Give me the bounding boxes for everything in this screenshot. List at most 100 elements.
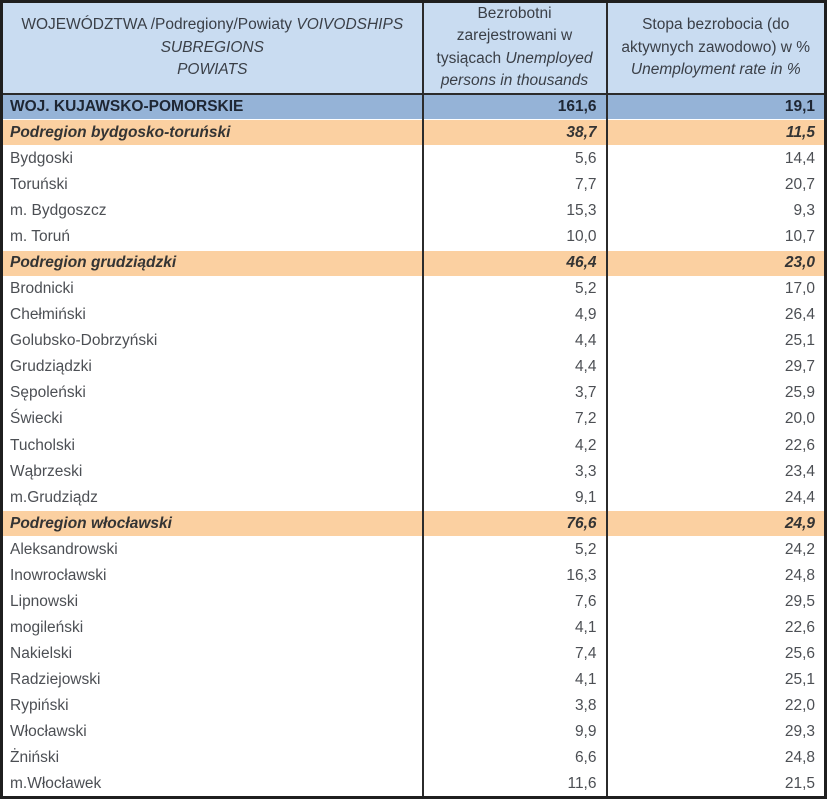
rate-value-cell: 23,4 bbox=[605, 458, 827, 485]
region-name-cell: Żniński bbox=[0, 744, 424, 772]
table-row: Aleksandrowski 5,2 24,2 bbox=[0, 536, 827, 563]
table-row: Chełmiński 4,9 26,4 bbox=[0, 301, 827, 329]
region-name-cell: Nakielski bbox=[0, 640, 424, 667]
table-row: Sępoleński 3,7 25,9 bbox=[0, 379, 827, 407]
unemployed-value-cell: 7,2 bbox=[421, 405, 608, 433]
unemployed-value-cell: 4,4 bbox=[421, 327, 608, 355]
rate-value-cell: 20,7 bbox=[605, 171, 827, 199]
header-unemployed-english: Unemployed persons in thousands bbox=[440, 49, 593, 90]
table-header-row: WOJEWÓDZTWA /Podregiony/Powiaty VOIVODSH… bbox=[0, 1, 827, 95]
rate-value-cell: 22,6 bbox=[605, 431, 827, 459]
rate-value-cell: 25,1 bbox=[605, 666, 827, 693]
rate-value-cell: 23,0 bbox=[605, 249, 827, 277]
unemployed-value-cell: 4,1 bbox=[421, 666, 608, 693]
header-rate-plain: Stopa bezrobocia (do aktywnych zawodowo)… bbox=[621, 16, 811, 56]
region-name-cell: Golubsko-Dobrzyński bbox=[0, 327, 424, 355]
table-row: Brodnicki 5,2 17,0 bbox=[0, 275, 827, 303]
unemployed-value-cell: 7,7 bbox=[421, 171, 608, 199]
region-name-cell: Podregion bydgosko-toruński bbox=[0, 119, 424, 146]
rate-value-cell: 10,7 bbox=[605, 223, 827, 251]
table-row: mogileński 4,1 22,6 bbox=[0, 614, 827, 641]
table-row: Podregion grudziądzki 46,4 23,0 bbox=[0, 249, 827, 277]
unemployed-value-cell: 4,2 bbox=[421, 431, 608, 459]
unemployed-value-cell: 6,6 bbox=[421, 744, 608, 772]
header-rate-english: Unemployment rate in % bbox=[630, 61, 801, 79]
rate-value-cell: 29,5 bbox=[605, 588, 827, 615]
column-header-unemployed: Bezrobotni zarejestrowani w tysiącach Un… bbox=[421, 1, 608, 95]
unemployed-value-cell: 4,9 bbox=[421, 301, 608, 329]
region-name-cell: Bydgoski bbox=[0, 145, 424, 173]
rate-value-cell: 20,0 bbox=[605, 405, 827, 433]
table-row: Nakielski 7,4 25,6 bbox=[0, 640, 827, 667]
region-name-cell: m. Bydgoszcz bbox=[0, 197, 424, 225]
rate-value-cell: 25,9 bbox=[605, 379, 827, 407]
rate-value-cell: 24,9 bbox=[605, 510, 827, 537]
region-name-cell: Lipnowski bbox=[0, 588, 424, 615]
unemployed-value-cell: 46,4 bbox=[421, 249, 608, 277]
region-name-cell: Rypiński bbox=[0, 692, 424, 719]
region-name-cell: Radziejowski bbox=[0, 666, 424, 693]
rate-value-cell: 9,3 bbox=[605, 197, 827, 225]
unemployed-value-cell: 4,1 bbox=[421, 614, 608, 641]
region-name-cell: Toruński bbox=[0, 171, 424, 199]
unemployed-value-cell: 16,3 bbox=[421, 562, 608, 589]
region-name-cell: Włocławski bbox=[0, 718, 424, 746]
column-header-rate: Stopa bezrobocia (do aktywnych zawodowo)… bbox=[605, 1, 827, 95]
rate-value-cell: 25,6 bbox=[605, 640, 827, 667]
region-name-cell: m.Grudziądz bbox=[0, 484, 424, 511]
unemployed-value-cell: 11,6 bbox=[421, 770, 608, 798]
rate-value-cell: 11,5 bbox=[605, 119, 827, 146]
region-name-cell: m.Włocławek bbox=[0, 770, 424, 798]
region-name-cell: Brodnicki bbox=[0, 275, 424, 303]
rate-value-cell: 24,8 bbox=[605, 744, 827, 772]
rate-value-cell: 14,4 bbox=[605, 145, 827, 173]
table-row: m. Bydgoszcz 15,3 9,3 bbox=[0, 197, 827, 225]
table-row: Tucholski 4,2 22,6 bbox=[0, 431, 827, 459]
unemployed-value-cell: 7,6 bbox=[421, 588, 608, 615]
unemployed-value-cell: 4,4 bbox=[421, 353, 608, 381]
region-name-cell: Inowrocławski bbox=[0, 562, 424, 589]
rate-value-cell: 24,4 bbox=[605, 484, 827, 511]
table-row: Radziejowski 4,1 25,1 bbox=[0, 666, 827, 693]
table-row: Grudziądzki 4,4 29,7 bbox=[0, 353, 827, 381]
unemployed-value-cell: 3,3 bbox=[421, 458, 608, 485]
table-row: Toruński 7,7 20,7 bbox=[0, 171, 827, 199]
table-row: Świecki 7,2 20,0 bbox=[0, 405, 827, 433]
rate-value-cell: 24,8 bbox=[605, 562, 827, 589]
rate-value-cell: 17,0 bbox=[605, 275, 827, 303]
header-region-subregions: SUBREGIONS bbox=[160, 38, 264, 56]
region-name-cell: Sępoleński bbox=[0, 379, 424, 407]
rate-value-cell: 29,7 bbox=[605, 353, 827, 381]
unemployed-value-cell: 3,7 bbox=[421, 379, 608, 407]
table-row: m.Grudziądz 9,1 24,4 bbox=[0, 484, 827, 511]
rate-value-cell: 22,0 bbox=[605, 692, 827, 719]
table-row: Rypiński 3,8 22,0 bbox=[0, 692, 827, 719]
region-name-cell: mogileński bbox=[0, 614, 424, 641]
rate-value-cell: 21,5 bbox=[605, 770, 827, 798]
rate-value-cell: 29,3 bbox=[605, 718, 827, 746]
unemployed-value-cell: 9,9 bbox=[421, 718, 608, 746]
region-name-cell: Podregion grudziądzki bbox=[0, 249, 424, 277]
table-row: WOJ. KUJAWSKO-POMORSKIE 161,6 19,1 bbox=[0, 93, 827, 120]
table-row: Inowrocławski 16,3 24,8 bbox=[0, 562, 827, 589]
region-name-cell: Świecki bbox=[0, 405, 424, 433]
header-region-powiats: POWIATS bbox=[177, 61, 248, 79]
header-unemployed-plain: Bezrobotni zarejestrowani w tysiącach bbox=[436, 5, 573, 67]
region-name-cell: Tucholski bbox=[0, 431, 424, 459]
header-region-voivodships: VOIVODSHIPS bbox=[296, 16, 404, 34]
region-name-cell: Podregion włocławski bbox=[0, 510, 424, 537]
region-name-cell: WOJ. KUJAWSKO-POMORSKIE bbox=[0, 93, 424, 120]
rate-value-cell: 19,1 bbox=[605, 93, 827, 120]
unemployed-value-cell: 3,8 bbox=[421, 692, 608, 719]
unemployed-value-cell: 161,6 bbox=[421, 93, 608, 120]
region-name-cell: m. Toruń bbox=[0, 223, 424, 251]
rate-value-cell: 26,4 bbox=[605, 301, 827, 329]
region-name-cell: Grudziądzki bbox=[0, 353, 424, 381]
rate-value-cell: 25,1 bbox=[605, 327, 827, 355]
rate-value-cell: 24,2 bbox=[605, 536, 827, 563]
unemployed-value-cell: 5,2 bbox=[421, 536, 608, 563]
table-row: Podregion włocławski 76,6 24,9 bbox=[0, 510, 827, 537]
region-name-cell: Chełmiński bbox=[0, 301, 424, 329]
